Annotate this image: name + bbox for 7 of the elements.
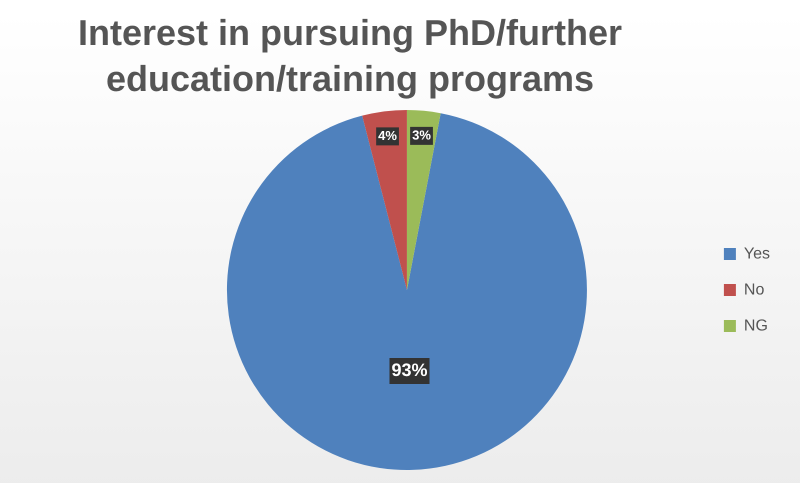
- data-label: 4%: [378, 128, 398, 143]
- legend-label: NG: [744, 317, 768, 334]
- legend-label: Yes: [744, 245, 770, 262]
- data-label: 3%: [412, 127, 432, 142]
- legend-label: No: [744, 281, 764, 298]
- data-label: 93%: [391, 360, 428, 380]
- chart-title: Interest in pursuing PhD/further education/training programs: [76, 11, 624, 101]
